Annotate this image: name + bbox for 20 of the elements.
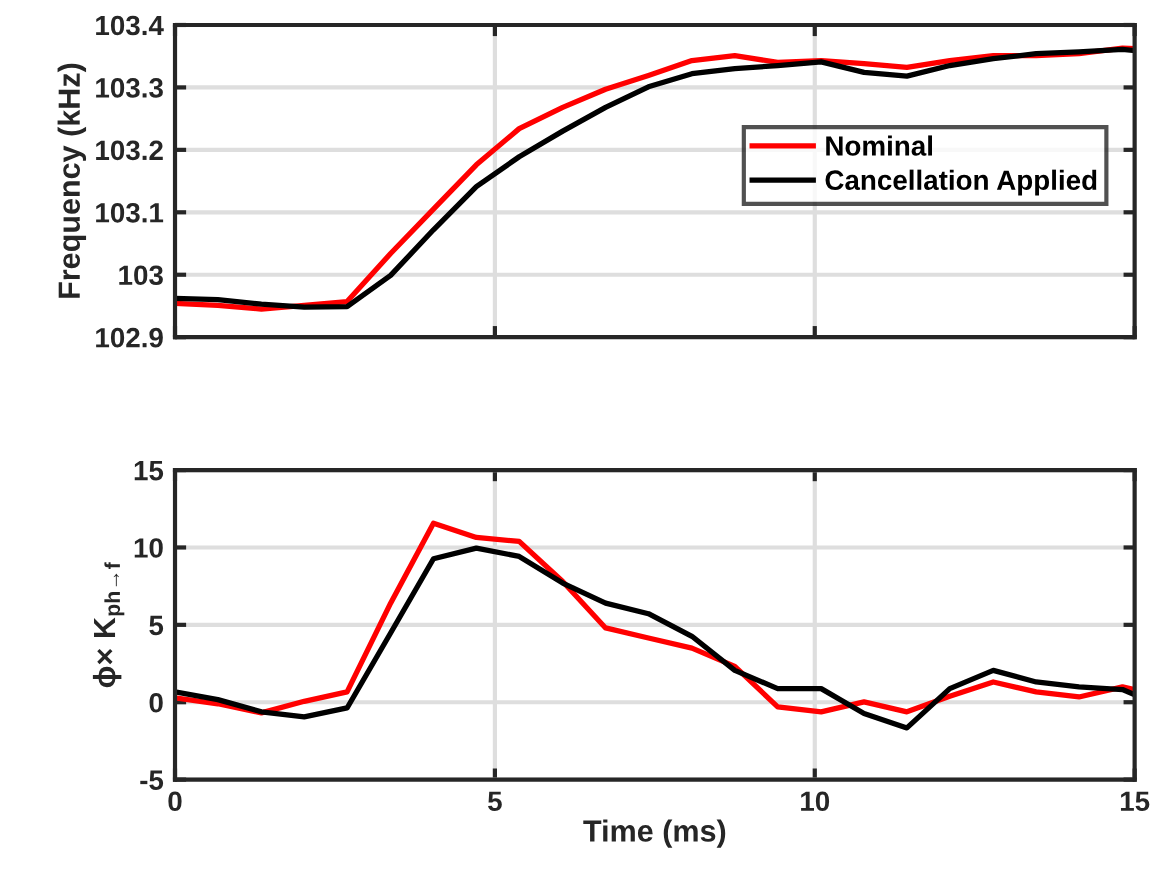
y-tick-label: 103.2 xyxy=(96,140,163,161)
x-tick-label: 5 xyxy=(488,791,502,812)
y-tick-label: 103.3 xyxy=(96,78,163,98)
legend-label: Cancellation Applied xyxy=(825,169,1097,196)
y-tick-label: 0 xyxy=(149,692,163,713)
y-tick-label: 103.4 xyxy=(96,15,164,36)
y-tick-label: 15 xyxy=(134,461,164,481)
y-tick-label: 102.9 xyxy=(96,327,163,348)
x-tick-label: 10 xyxy=(801,791,830,812)
y-axis-title: ϕ× K$_{ph→f}$ xyxy=(92,562,125,688)
y-axis-title: Frequency (kHz) xyxy=(57,63,87,298)
x-tick-label: 15 xyxy=(1120,791,1150,812)
y-tick-label: 10 xyxy=(134,538,163,558)
y-tick-label: -5 xyxy=(140,770,164,790)
y-tick-label: 5 xyxy=(149,615,164,636)
x-axis-title: Time (ms) xyxy=(583,819,726,848)
y-tick-label: 103 xyxy=(119,265,163,286)
legend-label: Nominal xyxy=(826,135,932,156)
y-tick-label: 103.1 xyxy=(96,202,164,223)
x-tick-label: 0 xyxy=(168,791,182,812)
